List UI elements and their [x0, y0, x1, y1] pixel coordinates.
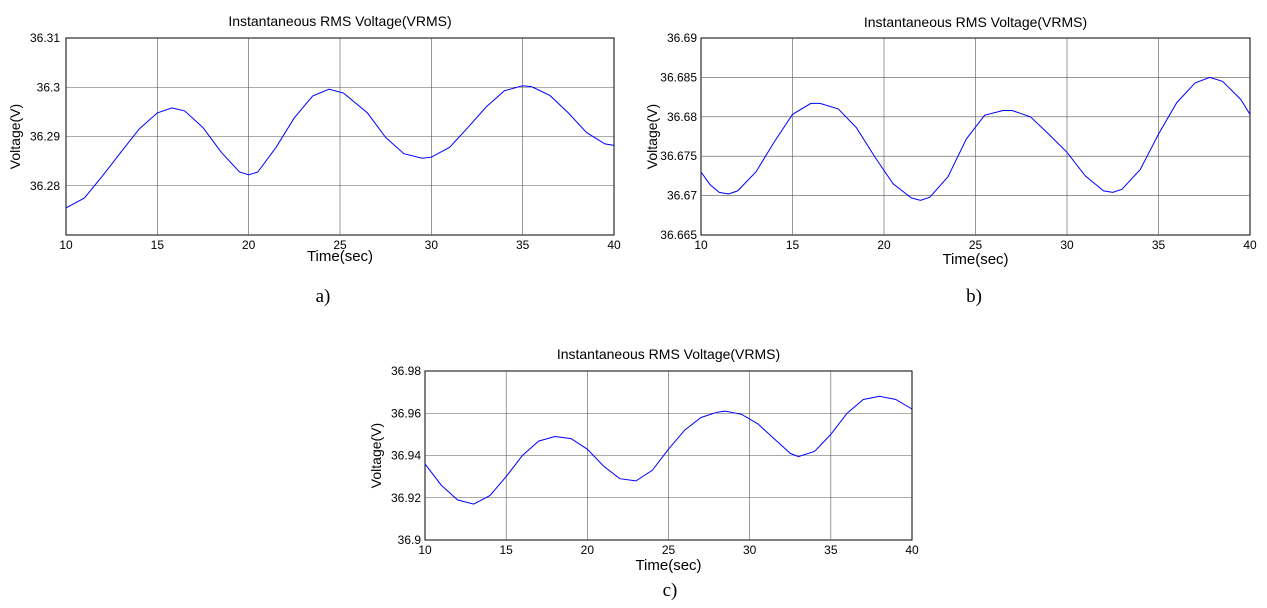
y-tick-label: 36.98 — [391, 364, 421, 378]
x-tick-label: 30 — [743, 543, 757, 557]
series-line — [424, 395, 913, 505]
y-tick-label: 36.96 — [391, 406, 421, 420]
y-tick-label: 36.68 — [667, 110, 697, 124]
x-tick-label: 40 — [1243, 238, 1257, 252]
subfigure-caption: a) — [316, 286, 331, 307]
y-tick-label: 36.685 — [660, 70, 697, 84]
subfigure-caption: b) — [966, 286, 982, 307]
x-tick-label: 20 — [877, 238, 891, 252]
series-line — [65, 85, 615, 209]
x-tick-label: 25 — [969, 238, 983, 252]
x-tick-label: 10 — [418, 543, 432, 557]
y-tick-label: 36.94 — [391, 449, 421, 463]
y-tick-label: 36.3 — [37, 80, 61, 94]
x-tick-label: 10 — [694, 238, 708, 252]
x-tick-label: 15 — [786, 238, 800, 252]
chart-c: 10 15 20 25 30 35 40 36.9 36.92 36.94 36.96 36.98 In… — [368, 346, 919, 601]
x-tick-label: 20 — [581, 543, 595, 557]
y-tick-label: 36.28 — [30, 179, 60, 193]
y-axis-label: Voltage(V) — [7, 104, 23, 169]
y-tick-label: 36.9 — [398, 533, 422, 547]
x-tick-label: 25 — [333, 238, 347, 252]
x-tick-label: 40 — [905, 543, 919, 557]
x-tick-label: 35 — [1152, 238, 1166, 252]
subfigure-caption: c) — [663, 580, 678, 601]
x-tick-label: 25 — [662, 543, 676, 557]
chart-b: 10 15 20 25 30 35 40 36.665 36.67 36.675 36.68 36.6… — [644, 14, 1257, 307]
y-tick-label: 36.31 — [30, 31, 60, 45]
x-tick-label: 35 — [516, 238, 530, 252]
chart-title: Instantaneous RMS Voltage(VRMS) — [557, 346, 780, 362]
chart-a: 10 15 20 25 30 35 40 36.28 36.29 36.3 36.31 Instant… — [7, 13, 621, 307]
chart-title: Instantaneous RMS Voltage(VRMS) — [864, 14, 1087, 30]
x-tick-label: 30 — [425, 238, 439, 252]
x-axis-label: Time(sec) — [635, 557, 701, 574]
y-axis-label: Voltage(V) — [368, 423, 384, 488]
y-tick-label: 36.675 — [660, 149, 697, 163]
x-tick-label: 20 — [242, 238, 256, 252]
x-tick-label: 40 — [607, 238, 621, 252]
y-tick-label: 36.92 — [391, 491, 421, 505]
series-line — [700, 76, 1251, 201]
x-tick-label: 30 — [1060, 238, 1074, 252]
y-tick-label: 36.29 — [30, 130, 60, 144]
x-tick-label: 10 — [59, 238, 73, 252]
x-tick-label: 35 — [824, 543, 838, 557]
y-tick-label: 36.67 — [667, 189, 697, 203]
y-axis-label: Voltage(V) — [644, 104, 660, 169]
y-tick-label: 36.69 — [667, 31, 697, 45]
y-tick-label: 36.665 — [660, 228, 697, 242]
x-tick-label: 15 — [499, 543, 513, 557]
x-axis-label: Time(sec) — [942, 251, 1008, 268]
chart-title: Instantaneous RMS Voltage(VRMS) — [228, 13, 451, 29]
x-axis-label: Time(sec) — [307, 248, 373, 265]
x-tick-label: 15 — [151, 238, 165, 252]
